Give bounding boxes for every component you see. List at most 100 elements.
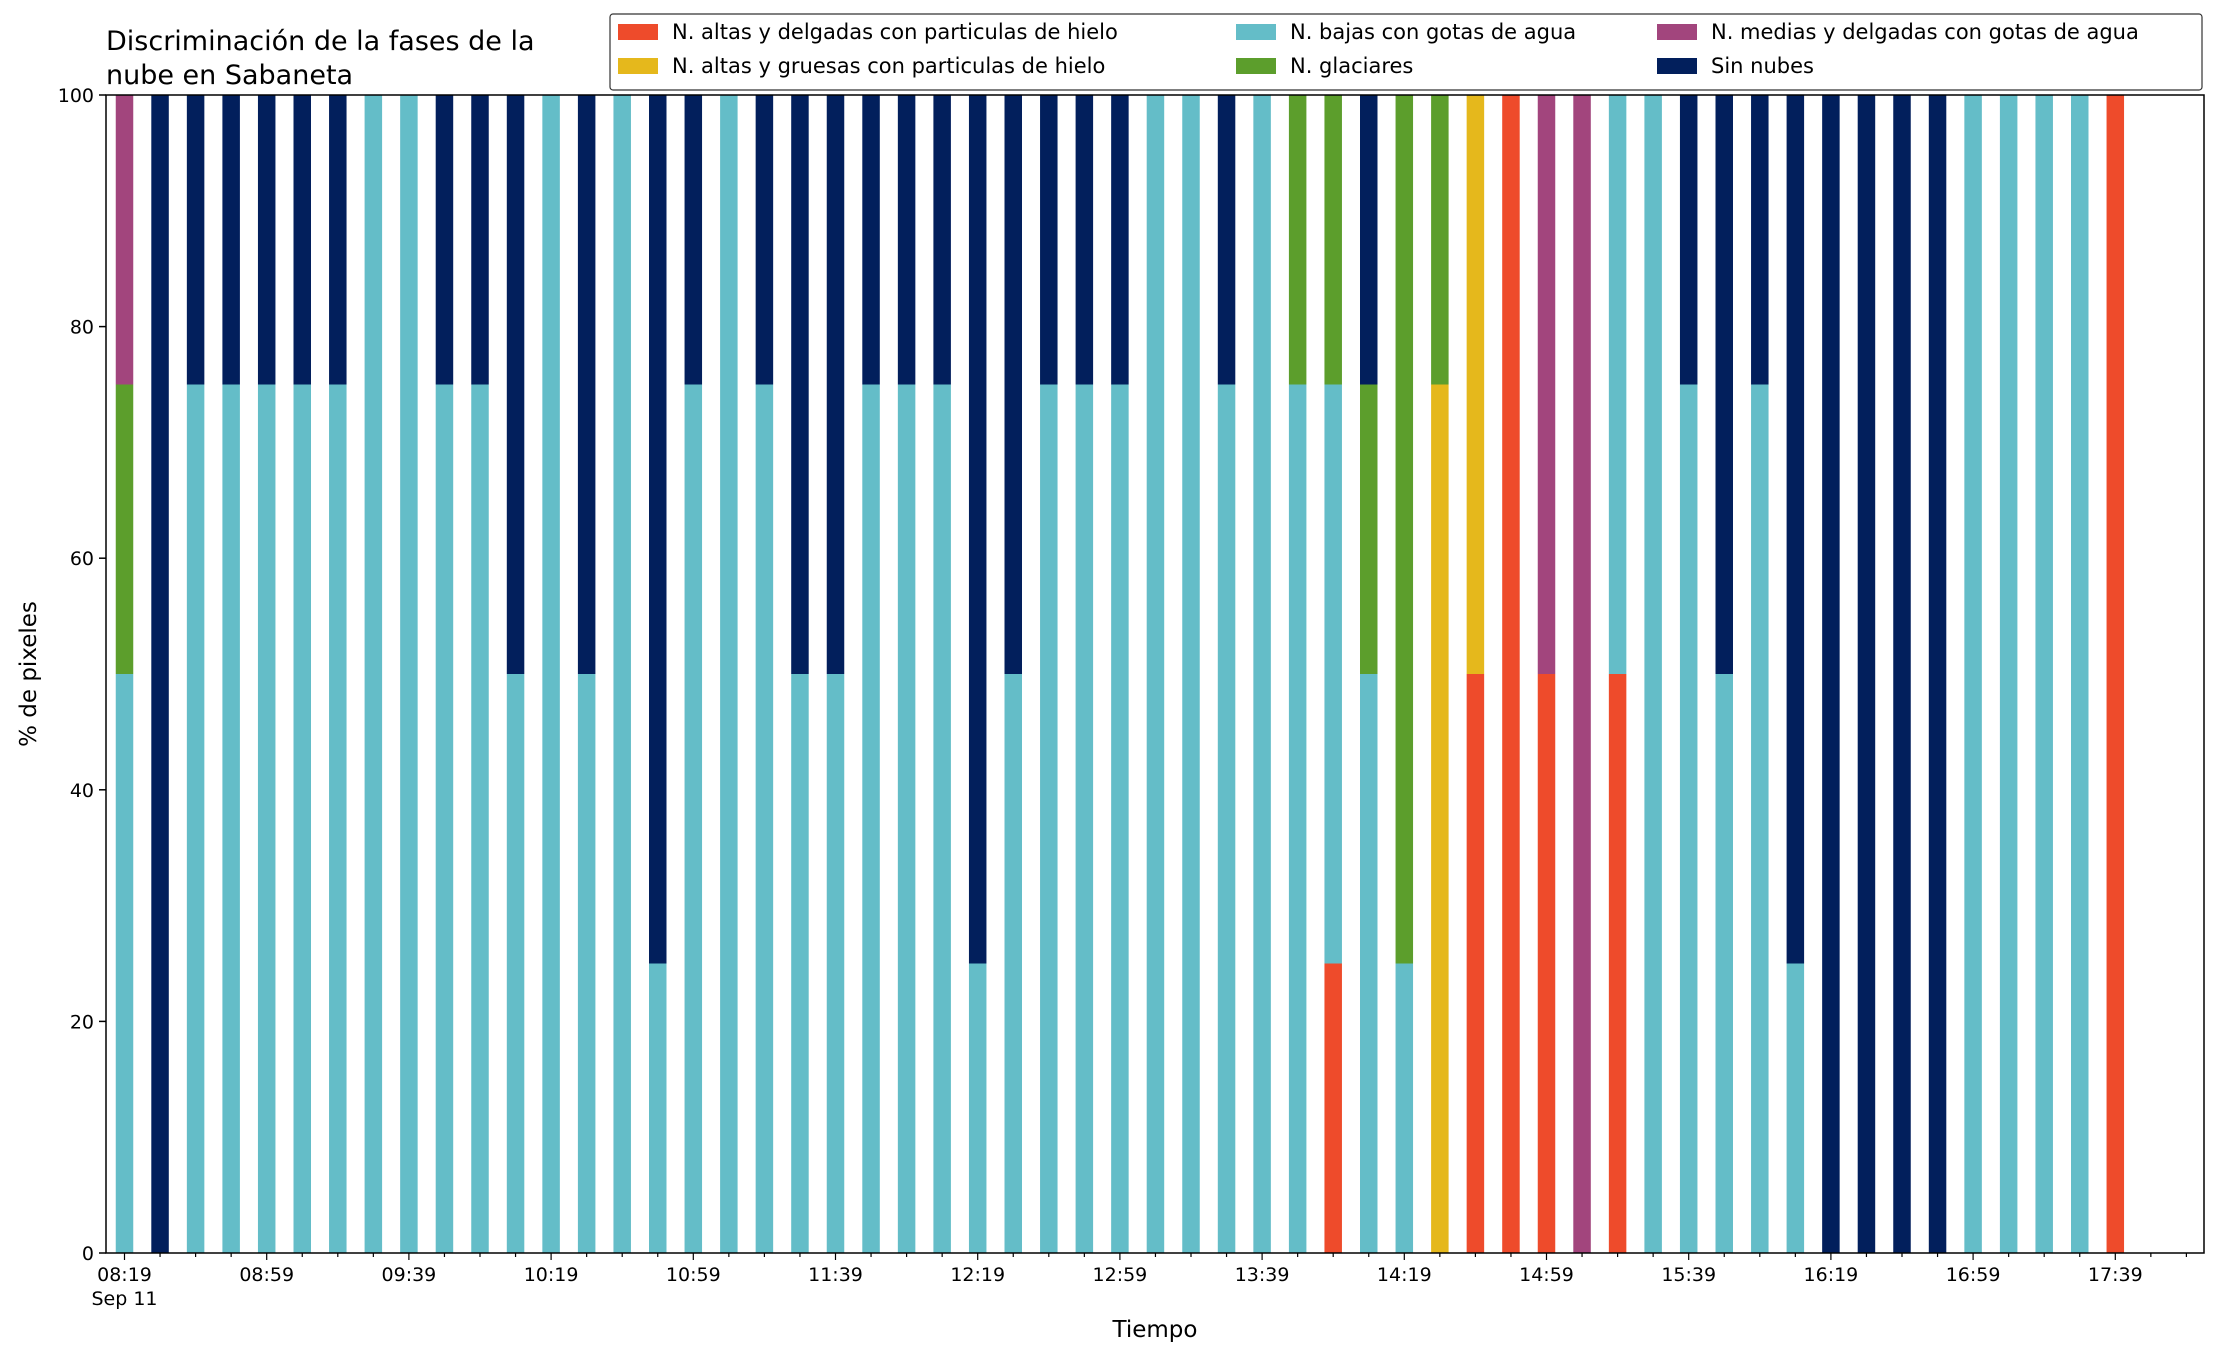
legend-label: N. bajas con gotas de agua: [1290, 20, 1576, 44]
bar-segment: [791, 95, 809, 674]
bar-segment: [577, 674, 596, 1253]
bar-segment: [1964, 95, 1982, 1253]
bar-segment: [1608, 674, 1627, 1253]
bar-segment: [1893, 95, 1911, 1253]
chart-title: Discriminación de la fases de la nube en…: [106, 26, 535, 91]
bar-segment: [577, 95, 596, 674]
y-tick-label: 100: [58, 85, 94, 107]
bar-segment: [1253, 95, 1271, 1253]
bar-segment: [720, 95, 738, 1253]
bar-segment: [1715, 674, 1733, 1253]
bar-segment: [1466, 674, 1485, 1253]
legend-item: N. altas y gruesas con particulas de hie…: [618, 54, 1105, 78]
x-tick-label: 16:19: [1804, 1264, 1859, 1286]
x-tick-label: 13:39: [1235, 1264, 1290, 1286]
x-tick-label: 17:39: [2088, 1264, 2143, 1286]
bar-segment: [506, 674, 525, 1253]
legend-item: N. glaciares: [1236, 54, 1413, 78]
bar-segment: [1786, 95, 1805, 964]
y-tick-label: 0: [82, 1243, 94, 1265]
x-tick-label: 08:59: [239, 1264, 294, 1286]
bar-segment: [933, 95, 951, 385]
bar-segment: [1431, 384, 1449, 1253]
bar-segment: [329, 384, 347, 1253]
legend-label: N. altas y gruesas con particulas de hie…: [672, 54, 1105, 78]
bar-segment: [1004, 674, 1022, 1253]
legend-label: N. glaciares: [1290, 54, 1413, 78]
bar-segment: [1324, 963, 1342, 1253]
bar-segment: [1502, 95, 1520, 1253]
y-tick-label: 20: [70, 1011, 94, 1033]
bar-segment: [1111, 384, 1129, 1253]
bar-segment: [1146, 95, 1165, 1253]
bar-segment: [1573, 95, 1591, 1253]
bar-segment: [1679, 95, 1698, 385]
legend-label: Sin nubes: [1711, 54, 1814, 78]
bar-segment: [115, 95, 134, 385]
legend-swatch: [1657, 58, 1697, 74]
chart-title-line-1: Discriminación de la fases de la: [106, 26, 535, 57]
bar-segment: [1040, 384, 1058, 1253]
legend: N. altas y delgadas con particulas de hi…: [609, 13, 2203, 91]
bar-segment: [862, 384, 880, 1253]
bar-segment: [1537, 95, 1556, 674]
bar-segment: [186, 384, 205, 1253]
bar-segment: [1360, 384, 1378, 674]
bar-segment: [293, 95, 311, 385]
bar-segment: [257, 95, 276, 385]
bar-segment: [826, 95, 845, 674]
legend-label: N. medias y delgadas con gotas de agua: [1711, 20, 2139, 44]
bar-segment: [1644, 95, 1662, 1253]
x-tick-label: 10:19: [524, 1264, 579, 1286]
x-tick-label: 15:39: [1661, 1264, 1716, 1286]
bar-segment: [1288, 95, 1307, 385]
x-date-label: Sep 11: [91, 1288, 157, 1310]
bar-segment: [1217, 95, 1236, 385]
bar-segment: [400, 95, 418, 1253]
bar-segment: [1111, 95, 1129, 385]
legend-label: N. altas y delgadas con particulas de hi…: [672, 20, 1118, 44]
bar-segment: [1217, 384, 1236, 1253]
bar-segment: [1395, 95, 1414, 964]
bar-segment: [2106, 95, 2125, 1253]
bar-segment: [1004, 95, 1022, 674]
bar-segment: [1431, 95, 1449, 385]
bar-segment: [257, 384, 276, 1253]
bar-segment: [222, 95, 240, 385]
y-tick-label: 40: [70, 780, 94, 802]
legend-swatch: [618, 24, 658, 40]
bar-segment: [862, 95, 880, 385]
x-tick-label: 09:39: [382, 1264, 437, 1286]
bar-segment: [506, 95, 525, 674]
bar-segment: [329, 95, 347, 385]
bars-layer: [115, 95, 2125, 1253]
bar-segment: [471, 95, 489, 385]
bar-segment: [933, 384, 951, 1253]
bar-segment: [1928, 95, 1947, 1253]
bar-segment: [613, 95, 631, 1253]
legend-box: [609, 13, 2203, 91]
bar-segment: [435, 95, 454, 385]
bar-segment: [186, 95, 205, 385]
legend-item: N. altas y delgadas con particulas de hi…: [618, 20, 1118, 44]
bar-segment: [435, 384, 454, 1253]
bar-segment: [115, 674, 134, 1253]
x-axis-label: Tiempo: [1112, 1317, 1198, 1343]
bar-segment: [1075, 95, 1094, 385]
y-axis-label: % de pixeles: [16, 601, 42, 747]
bar-segment: [1360, 674, 1378, 1253]
bar-segment: [684, 384, 703, 1253]
bar-segment: [1288, 384, 1307, 1253]
y-tick-label: 60: [70, 548, 94, 570]
bar-segment: [293, 384, 311, 1253]
bar-segment: [2071, 95, 2089, 1253]
bar-segment: [1786, 963, 1805, 1253]
legend-swatch: [1236, 58, 1276, 74]
legend-swatch: [618, 58, 658, 74]
x-tick-label: 14:19: [1377, 1264, 1432, 1286]
y-axis: 0 20 40 60 80 100: [58, 85, 106, 1265]
bar-segment: [1822, 95, 1840, 1253]
bar-segment: [1679, 384, 1698, 1253]
bar-segment: [1324, 384, 1342, 964]
bar-segment: [222, 384, 240, 1253]
